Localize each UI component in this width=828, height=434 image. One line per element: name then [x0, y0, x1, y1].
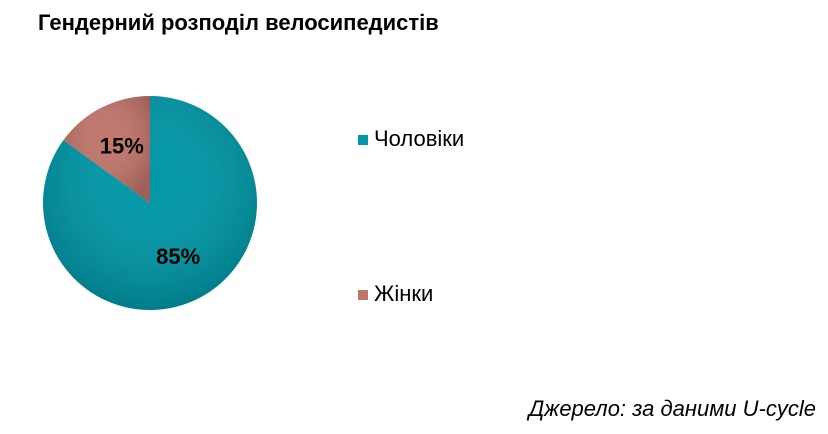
legend-swatch [358, 135, 368, 145]
data-label: 85% [156, 244, 200, 269]
data-label: 15% [100, 134, 144, 159]
chart-title: Гендерний розподіл велосипедистів [38, 10, 439, 35]
slice-shade [63, 96, 150, 203]
source-note: Джерело: за даними U-cycle [526, 396, 816, 421]
legend-swatch [358, 290, 368, 300]
legend-label: Жінки [374, 281, 433, 306]
legend-label: Чоловіки [374, 126, 464, 151]
